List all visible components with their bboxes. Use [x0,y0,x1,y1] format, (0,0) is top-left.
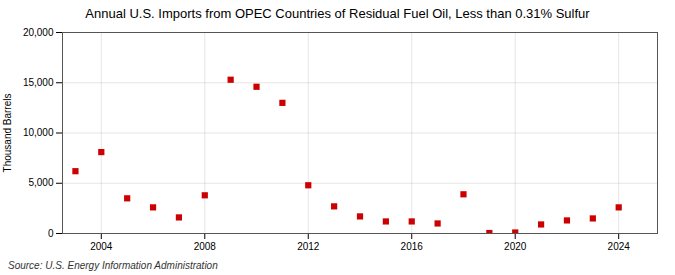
svg-text:2016: 2016 [401,241,424,252]
html-text:Annual U.S. Imports from OPEC: Annual U.S. Imports from OPEC Countries … [85,6,590,21]
svg-text:2008: 2008 [194,241,217,252]
svg-text:2012: 2012 [297,241,320,252]
svg-text:5,000: 5,000 [28,177,53,188]
svg-text:20,000: 20,000 [23,27,54,38]
svg-text:0: 0 [48,228,54,239]
svg-text:2004: 2004 [90,241,113,252]
svg-text:15,000: 15,000 [23,77,54,88]
svg-text:2024: 2024 [608,241,631,252]
html-text:Source: U.S. Energy Informatio: Source: U.S. Energy Information Administ… [8,260,218,271]
svg-text:10,000: 10,000 [23,127,54,138]
svg-text:2020: 2020 [504,241,527,252]
svg-text:Thousand Barrels: Thousand Barrels [2,94,13,173]
